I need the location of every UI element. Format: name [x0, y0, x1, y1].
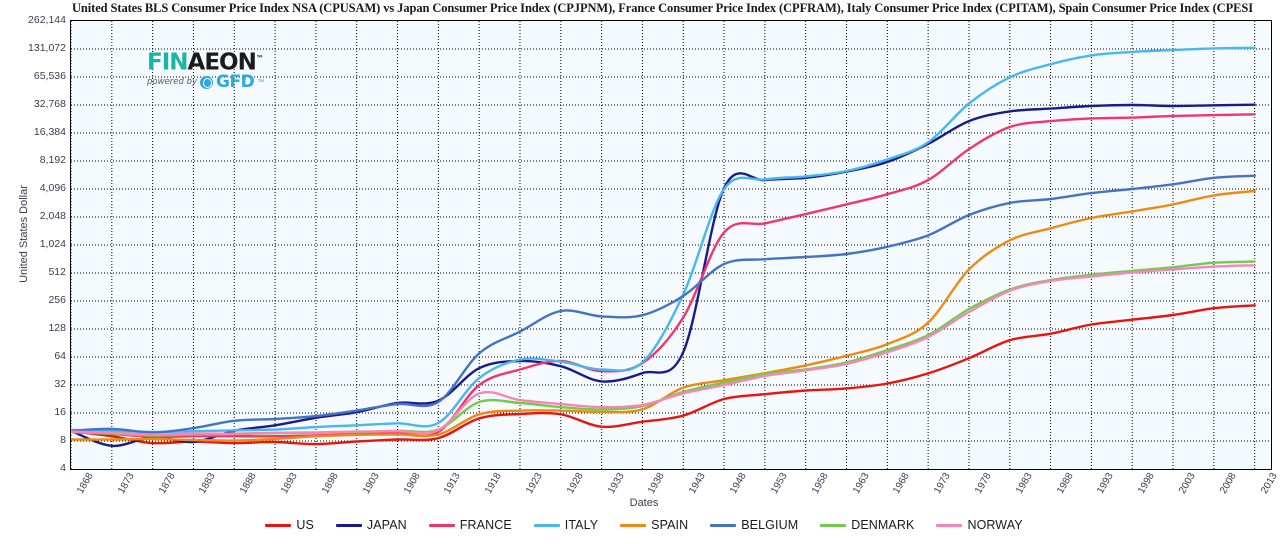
x-axis-tick: 2003 [1177, 471, 1198, 496]
chart-legend: US JAPAN FRANCE ITALY SPAIN BELGIUM DENMARK NOR… [0, 518, 1288, 532]
legend-label: DENMARK [851, 518, 915, 532]
series-line-japan [71, 103, 1256, 448]
legend-color-swatch [265, 523, 292, 527]
series-line-italy [71, 46, 1256, 434]
y-axis-tick: 32,768 [33, 98, 66, 110]
x-axis-tick: 1898 [320, 471, 341, 496]
series-line-belgium [71, 174, 1256, 434]
grid-lines [71, 21, 1271, 469]
x-axis-tick: 2013 [1258, 471, 1280, 496]
x-axis-tick: 1968 [891, 471, 913, 496]
legend-color-swatch [710, 523, 737, 527]
x-axis-tick: 1903 [360, 471, 382, 496]
legend-color-swatch [936, 523, 963, 527]
x-axis-tick: 1908 [401, 471, 423, 496]
x-axis-tick: 1938 [646, 471, 668, 496]
legend-item-denmark[interactable]: DENMARK [820, 518, 914, 532]
y-axis-tick: 8 [60, 434, 66, 446]
page-title: United States BLS Consumer Price Index N… [72, 1, 1253, 15]
x-axis-tick: 1943 [687, 471, 709, 496]
x-axis-tick: 1948 [728, 471, 749, 496]
y-axis-tick: 16,384 [33, 126, 66, 138]
x-axis-tick: 1953 [769, 471, 790, 496]
legend-label: SPAIN [651, 518, 689, 532]
x-axis-tick: 1958 [809, 471, 831, 496]
legend-color-swatch [620, 523, 647, 527]
legend-item-italy[interactable]: ITALY [533, 518, 599, 532]
y-axis-tick: 2,048 [39, 210, 66, 222]
plot-area[interactable]: FINAEON™ powered by GFD ™ [70, 20, 1272, 470]
x-axis-tick: 1928 [564, 471, 586, 496]
x-axis-tick: 1973 [932, 471, 953, 496]
legend-color-swatch [820, 523, 847, 527]
x-axis-tick: 1883 [197, 471, 219, 496]
x-axis-tick: 1998 [1136, 471, 1157, 496]
x-axis-tick: 1933 [605, 471, 627, 496]
legend-label: JAPAN [366, 518, 407, 532]
series-line-us [71, 304, 1256, 446]
y-axis-tick: 64 [54, 350, 66, 362]
x-axis-tick: 1923 [524, 471, 545, 496]
x-axis-tick: 1983 [1013, 471, 1035, 496]
legend-label: BELGIUM [741, 518, 799, 532]
legend-item-spain[interactable]: SPAIN [620, 518, 688, 532]
x-axis-tick: 1913 [442, 471, 464, 496]
y-axis-title: United States Dollar [18, 185, 30, 283]
y-axis-tick: 128 [48, 322, 66, 334]
legend-label: NORWAY [967, 518, 1023, 532]
legend-label: FRANCE [459, 518, 512, 532]
legend-item-japan[interactable]: JAPAN [335, 518, 407, 532]
x-axis-tick: 1868 [75, 471, 96, 496]
x-axis-tick: 1893 [279, 471, 300, 496]
legend-color-swatch [533, 523, 560, 527]
legend-item-norway[interactable]: NORWAY [936, 518, 1023, 532]
x-axis-tick: 1978 [973, 471, 994, 496]
y-axis-tick: 32 [54, 378, 66, 390]
legend-item-us[interactable]: US [265, 518, 314, 532]
legend-label: US [296, 518, 314, 532]
y-axis-tick: 1,024 [39, 238, 66, 250]
y-axis-tick: 512 [48, 266, 66, 278]
x-axis-tick: 1888 [238, 471, 260, 496]
series-line-spain [71, 189, 1256, 442]
y-axis-tick: 8,192 [39, 154, 66, 166]
series-lines [71, 46, 1256, 448]
y-axis-tick: 65,536 [33, 70, 66, 82]
y-axis-tick-labels: 262,144 131,072 65,536 32,768 16,384 8,192 4,0… [0, 0, 66, 544]
legend-color-swatch [335, 523, 362, 527]
x-axis-tick: 1878 [156, 471, 178, 496]
x-axis-tick: 1918 [483, 471, 504, 496]
series-line-norway [71, 264, 1256, 436]
y-axis-tick: 4 [60, 462, 66, 474]
y-axis-tick: 131,072 [28, 42, 66, 54]
legend-item-france[interactable]: FRANCE [428, 518, 512, 532]
x-axis-tick: 1873 [115, 471, 137, 496]
x-axis-tick: 1993 [1095, 471, 1117, 496]
legend-color-swatch [428, 523, 455, 527]
legend-item-belgium[interactable]: BELGIUM [710, 518, 798, 532]
series-line-france [71, 113, 1256, 439]
series-line-denmark [71, 260, 1256, 437]
y-axis-tick: 4,096 [39, 182, 66, 194]
y-axis-tick: 262,144 [28, 14, 66, 26]
x-axis-tick: 2008 [1217, 471, 1239, 496]
chart-canvas [71, 21, 1271, 469]
x-axis-tick: 1988 [1054, 471, 1076, 496]
y-axis-tick: 256 [48, 294, 66, 306]
legend-label: ITALY [564, 518, 599, 532]
x-axis-title: Dates [629, 497, 659, 509]
x-axis-tick: 1963 [850, 471, 872, 496]
y-axis-tick: 16 [54, 406, 66, 418]
